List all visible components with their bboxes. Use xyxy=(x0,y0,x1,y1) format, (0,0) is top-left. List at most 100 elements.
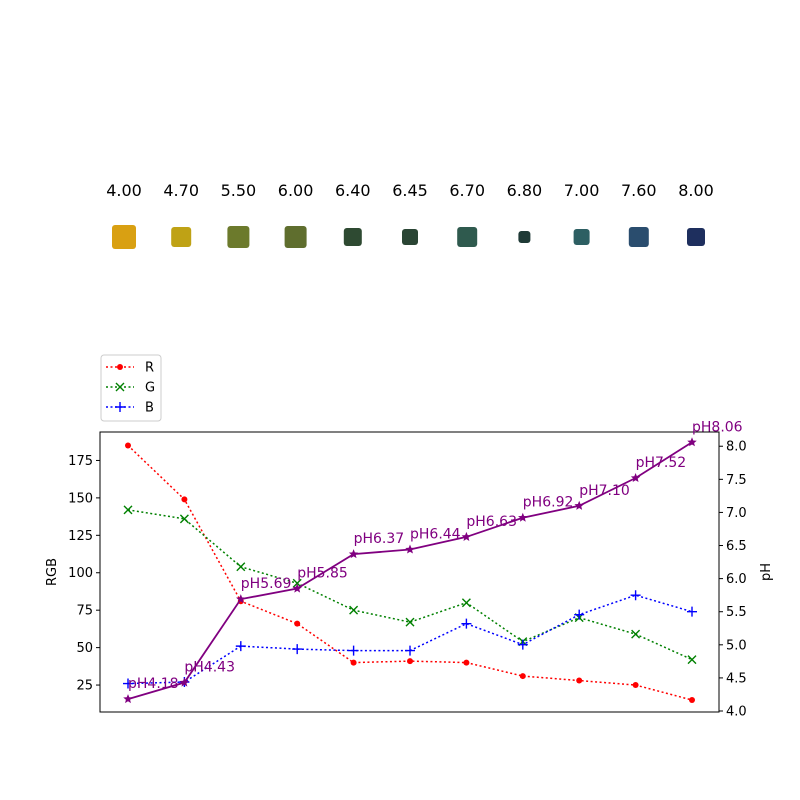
ph-data-point xyxy=(574,500,584,510)
data-point xyxy=(123,678,133,689)
color-swatch xyxy=(227,226,250,248)
right-tick-label: 7.0 xyxy=(726,506,747,521)
left-tick-label: 25 xyxy=(76,679,93,694)
strip-ph-label: 6.80 xyxy=(507,181,543,200)
data-point xyxy=(123,505,133,515)
data-point xyxy=(125,442,131,449)
ph-data-label: pH8.06 xyxy=(692,419,743,435)
ph-data-label: pH4.43 xyxy=(184,660,235,676)
data-point xyxy=(632,682,639,689)
right-tick-label: 4.5 xyxy=(726,671,747,686)
series-line xyxy=(127,509,693,661)
right-tick-label: 6.5 xyxy=(726,539,747,554)
color-swatch xyxy=(112,225,136,249)
legend-label: R xyxy=(145,361,154,376)
legend-box xyxy=(100,354,162,422)
strip-ph-label: 4.70 xyxy=(163,181,199,200)
data-point xyxy=(517,639,528,650)
legend-marker xyxy=(117,364,123,370)
data-point xyxy=(631,629,641,639)
ph-data-label: pH4.18 xyxy=(128,676,179,692)
data-point xyxy=(461,598,471,608)
legend-item-G: G xyxy=(106,381,155,396)
data-point xyxy=(630,590,641,601)
data-point xyxy=(292,644,303,655)
left-tick-label: 175 xyxy=(68,454,93,469)
strip-ph-label: 7.60 xyxy=(621,181,657,200)
ph-data-point xyxy=(630,473,641,483)
ph-data-point xyxy=(518,512,528,522)
ph-data-label: pH6.92 xyxy=(523,495,574,511)
legend-item-R: R xyxy=(106,361,154,376)
left-tick-label: 100 xyxy=(68,566,93,581)
color-swatch xyxy=(573,229,590,245)
data-point xyxy=(235,641,246,652)
data-point xyxy=(349,605,359,615)
ph-data-label: pH6.44 xyxy=(410,526,461,542)
data-point xyxy=(519,673,526,680)
left-tick-label: 150 xyxy=(68,491,93,506)
color-swatch xyxy=(343,228,362,246)
ph-data-label: pH6.37 xyxy=(354,531,405,547)
strip-ph-label: 6.40 xyxy=(335,181,371,200)
ph-data-label: pH6.63 xyxy=(466,514,517,530)
ph-data-point xyxy=(236,594,246,604)
strip-ph-label: 6.70 xyxy=(449,181,485,200)
left-tick-label: 50 xyxy=(76,641,93,656)
right-tick-label: 7.5 xyxy=(726,473,747,488)
legend-marker xyxy=(115,382,125,392)
ph-data-point xyxy=(123,694,133,704)
series-pH: pH4.18 pH4.43 pH5.69 pH5.85 pH6.37 pH6.44 pH6.… xyxy=(123,419,743,704)
color-swatch xyxy=(518,231,531,243)
color-swatch xyxy=(171,227,192,247)
data-point xyxy=(576,677,583,684)
color-swatch xyxy=(402,229,418,245)
data-point xyxy=(294,620,301,627)
strip-ph-label: 6.45 xyxy=(392,181,428,200)
data-point xyxy=(463,659,470,666)
left-y-axis-label: RGB xyxy=(45,558,60,586)
right-y-axis: 4.0 4.5 5.0 5.5 6.0 6.5 7.0 7.5 8.0 xyxy=(719,440,747,720)
strip-ph-label: 5.50 xyxy=(221,181,257,200)
ph-data-point xyxy=(348,549,359,559)
legend-label: G xyxy=(145,381,155,396)
right-tick-label: 8.0 xyxy=(726,440,747,455)
ph-data-label: pH7.52 xyxy=(636,455,687,471)
color-strip: 4.00 4.70 5.50 6.00 6.40 6.45 6.70 6.80 7.00 7.60… xyxy=(106,181,714,249)
data-point xyxy=(350,659,357,666)
data-point xyxy=(689,697,695,704)
strip-ph-label: 8.00 xyxy=(678,181,714,200)
data-point xyxy=(574,609,585,620)
strip-ph-label: 7.00 xyxy=(564,181,600,200)
data-point xyxy=(348,645,359,656)
data-point xyxy=(687,606,697,617)
ph-data-label: pH5.69 xyxy=(241,576,292,592)
left-tick-label: 125 xyxy=(68,529,93,544)
right-tick-label: 6.0 xyxy=(726,572,747,587)
right-tick-label: 5.5 xyxy=(726,605,747,620)
color-swatch xyxy=(687,228,705,246)
legend: RGB xyxy=(100,354,162,422)
ph-data-point xyxy=(179,677,190,687)
color-swatch xyxy=(628,227,649,247)
data-point xyxy=(236,562,246,572)
ph-data-point xyxy=(292,583,302,593)
color-swatch xyxy=(457,227,478,247)
strip-ph-label: 4.00 xyxy=(106,181,142,200)
legend-item-B: B xyxy=(106,401,154,416)
ph-data-point xyxy=(405,544,415,554)
data-point xyxy=(407,658,413,665)
data-point xyxy=(181,496,188,503)
legend-marker xyxy=(115,402,125,412)
right-tick-label: 5.0 xyxy=(726,638,747,653)
data-point xyxy=(461,618,472,629)
ph-data-label: pH5.85 xyxy=(297,566,348,582)
data-point xyxy=(179,514,189,524)
right-tick-label: 4.0 xyxy=(726,705,747,720)
right-y-axis-label: pH xyxy=(759,563,774,581)
strip-ph-label: 6.00 xyxy=(278,181,314,200)
ph-data-point xyxy=(687,437,697,447)
ph-data-label: pH7.10 xyxy=(579,483,630,499)
data-point xyxy=(405,617,415,627)
